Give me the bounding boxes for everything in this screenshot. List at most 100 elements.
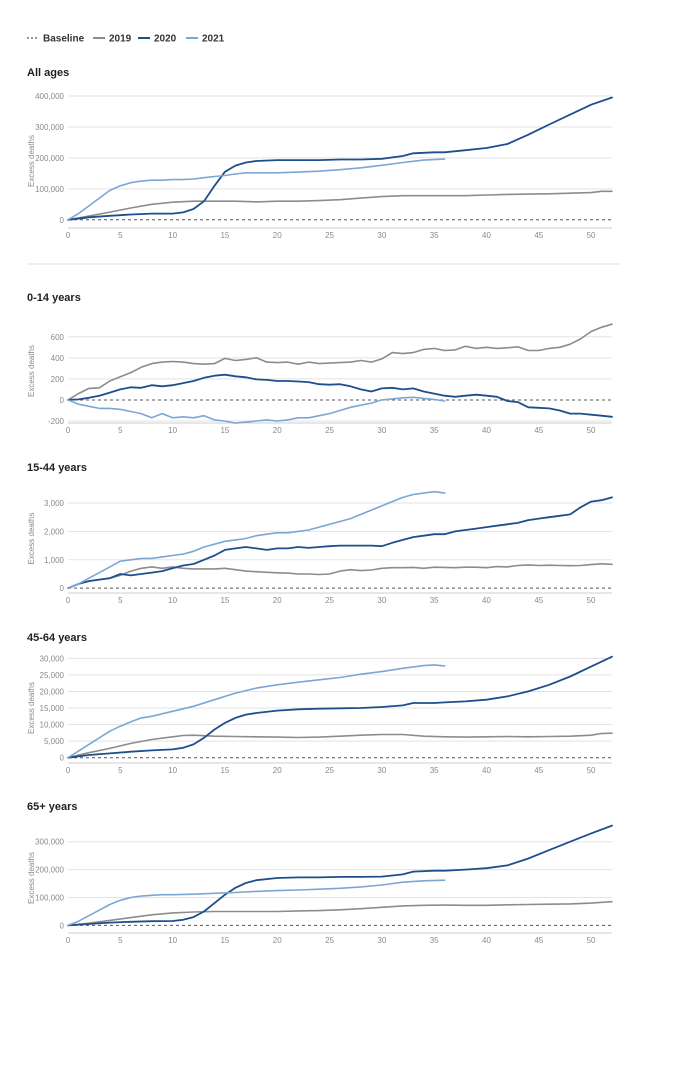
y-tick-label: 25,000 bbox=[40, 671, 65, 680]
legend-label-baseline: Baseline bbox=[43, 34, 85, 45]
x-tick-label: 5 bbox=[118, 766, 123, 775]
x-tick-label: 10 bbox=[168, 766, 177, 775]
legend-label-2020: 2020 bbox=[154, 34, 177, 45]
y-axis-label: Excess deaths bbox=[27, 345, 36, 397]
x-tick-label: 45 bbox=[534, 426, 543, 435]
x-tick-label: 40 bbox=[482, 596, 491, 605]
x-tick-label: 5 bbox=[118, 596, 123, 605]
panel-title: 15-44 years bbox=[27, 462, 87, 474]
x-tick-label: 5 bbox=[118, 426, 123, 435]
x-tick-label: 30 bbox=[377, 936, 386, 945]
x-tick-label: 0 bbox=[66, 936, 71, 945]
x-tick-label: 10 bbox=[168, 936, 177, 945]
series-line-2019 bbox=[67, 900, 613, 927]
panel-2: 15-44 years 0 1,000 2,000 3,000 0 5 10 15 20 25 30 3… bbox=[27, 462, 613, 605]
x-tick-label: 0 bbox=[66, 426, 71, 435]
legend-label-2019: 2019 bbox=[109, 34, 132, 45]
x-tick-label: 15 bbox=[220, 426, 229, 435]
y-tick-label: 10,000 bbox=[40, 721, 65, 730]
y-tick-label: 0 bbox=[60, 584, 65, 593]
chart-panels: All ages 0 100,000 200,000 300,000 400,000 0 5 1… bbox=[27, 67, 620, 945]
x-tick-label: 50 bbox=[587, 596, 596, 605]
x-tick-label: 45 bbox=[534, 766, 543, 775]
panel-title: 0-14 years bbox=[27, 292, 81, 304]
x-tick-label: 0 bbox=[66, 231, 71, 240]
x-tick-label: 5 bbox=[118, 231, 123, 240]
x-tick-label: 45 bbox=[534, 936, 543, 945]
x-tick-label: 40 bbox=[482, 426, 491, 435]
y-tick-label: 1,000 bbox=[44, 556, 65, 565]
y-tick-label: -200 bbox=[48, 417, 65, 426]
x-tick-label: 25 bbox=[325, 766, 334, 775]
panel-title: 65+ years bbox=[27, 801, 77, 813]
x-tick-label: 25 bbox=[325, 231, 334, 240]
x-tick-label: 30 bbox=[377, 596, 386, 605]
series-line-2019 bbox=[67, 323, 613, 401]
y-tick-label: 0 bbox=[60, 396, 65, 405]
x-tick-label: 10 bbox=[168, 426, 177, 435]
panel-title: 45-64 years bbox=[27, 632, 87, 644]
x-tick-label: 25 bbox=[325, 596, 334, 605]
x-tick-label: 15 bbox=[220, 231, 229, 240]
y-tick-label: 3,000 bbox=[44, 499, 65, 508]
series-line-2021 bbox=[67, 879, 446, 927]
x-tick-label: 30 bbox=[377, 231, 386, 240]
y-axis-label: Excess deaths bbox=[27, 682, 36, 734]
x-tick-label: 15 bbox=[220, 766, 229, 775]
x-tick-label: 35 bbox=[430, 766, 439, 775]
x-tick-label: 30 bbox=[377, 766, 386, 775]
y-tick-label: 20,000 bbox=[40, 687, 65, 696]
panel-title: All ages bbox=[27, 67, 69, 79]
y-tick-label: 15,000 bbox=[40, 704, 65, 713]
x-tick-label: 40 bbox=[482, 231, 491, 240]
series-line-2020 bbox=[67, 655, 613, 759]
x-tick-label: 10 bbox=[168, 596, 177, 605]
y-tick-label: 400,000 bbox=[35, 92, 64, 101]
y-tick-label: 600 bbox=[51, 333, 65, 342]
x-tick-label: 20 bbox=[273, 231, 282, 240]
y-tick-label: 5,000 bbox=[44, 737, 65, 746]
x-tick-label: 20 bbox=[273, 936, 282, 945]
x-tick-label: 15 bbox=[220, 936, 229, 945]
x-tick-label: 50 bbox=[587, 936, 596, 945]
x-tick-label: 5 bbox=[118, 936, 123, 945]
y-tick-label: 300,000 bbox=[35, 123, 64, 132]
series-line-2019 bbox=[67, 190, 613, 221]
y-axis-label: Excess deaths bbox=[27, 852, 36, 904]
series-line-2020 bbox=[67, 824, 613, 927]
x-tick-label: 35 bbox=[430, 231, 439, 240]
y-tick-label: 200 bbox=[51, 375, 65, 384]
series-line-2020 bbox=[67, 373, 613, 418]
series-line-2019 bbox=[67, 732, 613, 759]
series-line-2020 bbox=[67, 96, 613, 221]
x-tick-label: 50 bbox=[587, 231, 596, 240]
panel-0: All ages 0 100,000 200,000 300,000 400,000 0 5 1… bbox=[27, 67, 620, 265]
x-tick-label: 35 bbox=[430, 936, 439, 945]
y-tick-label: 100,000 bbox=[35, 185, 64, 194]
x-tick-label: 20 bbox=[273, 426, 282, 435]
y-tick-label: 0 bbox=[60, 216, 65, 225]
x-tick-label: 0 bbox=[66, 596, 71, 605]
y-tick-label: 30,000 bbox=[40, 654, 65, 663]
legend: Baseline 2019 2020 2021 bbox=[27, 34, 225, 45]
x-tick-label: 40 bbox=[482, 766, 491, 775]
series-line-2021 bbox=[67, 158, 446, 221]
y-tick-label: 0 bbox=[60, 921, 65, 930]
panel-3: 45-64 years 0 5,000 10,000 15,000 20,000 25,00… bbox=[27, 632, 613, 775]
y-axis-label: Excess deaths bbox=[27, 135, 36, 187]
x-tick-label: 0 bbox=[66, 766, 71, 775]
x-tick-label: 35 bbox=[430, 426, 439, 435]
x-tick-label: 25 bbox=[325, 426, 334, 435]
y-tick-label: 2,000 bbox=[44, 527, 65, 536]
x-tick-label: 20 bbox=[273, 596, 282, 605]
y-tick-label: 200,000 bbox=[35, 154, 64, 163]
series-line-2021 bbox=[67, 664, 446, 759]
y-tick-label: 300,000 bbox=[35, 838, 64, 847]
y-tick-label: 400 bbox=[51, 354, 65, 363]
x-tick-label: 10 bbox=[168, 231, 177, 240]
y-axis-label: Excess deaths bbox=[27, 512, 36, 564]
x-tick-label: 30 bbox=[377, 426, 386, 435]
y-tick-label: 100,000 bbox=[35, 894, 64, 903]
